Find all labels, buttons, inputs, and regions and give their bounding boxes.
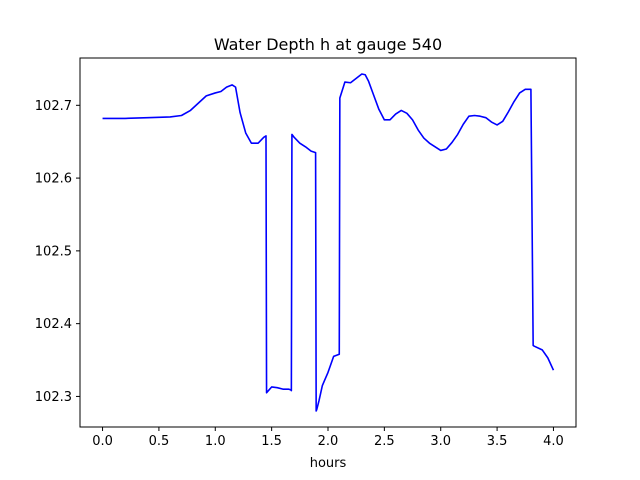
- x-tick-label: 0.0: [92, 434, 113, 449]
- axes-frame: [79, 57, 577, 428]
- y-tick-label: 102.6: [35, 172, 72, 187]
- x-tick-label: 1.5: [261, 434, 282, 449]
- x-tick-label: 2.0: [318, 434, 339, 449]
- series-line-0: [102, 73, 555, 412]
- x-tick-label: 2.5: [374, 434, 395, 449]
- x-axis-ticks: 0.0 0.5 1.0 1.5 2.0 2.5 3.0 3.5 4.0: [92, 427, 564, 449]
- x-tick-label: 1.0: [205, 434, 226, 449]
- x-tick-label: 4.0: [543, 434, 564, 449]
- y-tick-label: 102.7: [35, 99, 72, 114]
- x-tick-label: 3.0: [430, 434, 451, 449]
- x-tick-label: 3.5: [487, 434, 508, 449]
- x-axis-label: hours: [310, 456, 347, 471]
- y-tick-label: 102.4: [35, 317, 72, 332]
- y-axis-ticks: 102.3 102.4 102.5 102.6 102.7: [35, 99, 80, 405]
- y-tick-label: 102.3: [35, 390, 72, 405]
- chart-title: Water Depth h at gauge 540: [214, 35, 442, 54]
- x-tick-label: 0.5: [149, 434, 170, 449]
- plot-area: [102, 73, 555, 412]
- y-tick-label: 102.5: [35, 244, 72, 259]
